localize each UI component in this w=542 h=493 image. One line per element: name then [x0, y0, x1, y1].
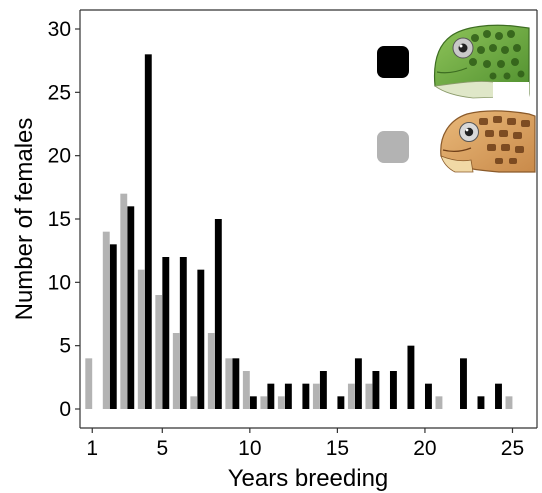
x-tick-label: 5 [156, 437, 168, 460]
x-axis-label: Years breeding [228, 465, 389, 492]
loggerhead-turtle-head-icon [440, 110, 536, 173]
bar-series-1-x-14 [312, 383, 320, 409]
bar-series-0-x-22 [460, 358, 467, 409]
y-ticks: 0 5 10 15 20 25 30 [48, 18, 80, 421]
bar-series-1-x-16 [347, 383, 355, 409]
bar-series-0-x-20 [424, 383, 432, 409]
bar-series-1-x-11 [260, 396, 268, 409]
bar-series-0-x-8 [214, 219, 222, 409]
legend [377, 24, 536, 173]
bar-series-0-x-15 [337, 396, 345, 409]
bar-series-1-x-8 [207, 333, 215, 409]
bar-series-1-x-25 [505, 396, 513, 409]
x-tick-label: 1 [86, 437, 98, 460]
bar-series-0-x-7 [197, 269, 205, 409]
bar-series-0-x-18 [389, 371, 397, 409]
bar-series-1-x-9 [225, 358, 233, 409]
x-tick-label: 10 [238, 437, 261, 460]
bar-series-1-x-7 [190, 396, 198, 409]
y-tick-label: 10 [48, 271, 71, 294]
bar-series-1-x-3 [120, 193, 128, 409]
bar-series-0-x-13 [302, 383, 310, 409]
bar-series-1-x-5 [155, 295, 163, 409]
bar-series-0-x-3 [127, 206, 135, 409]
y-tick-label: 15 [48, 208, 71, 231]
bar-series-0-x-24 [495, 383, 502, 409]
bar-series-1-x-10 [242, 371, 250, 409]
bar-series-0-x-17 [372, 371, 380, 409]
bar-series-0-x-10 [249, 396, 257, 409]
legend-swatch-grey [377, 131, 409, 163]
bar-series-0-x-9 [232, 358, 240, 409]
y-axis-label: Number of females [11, 118, 38, 321]
y-tick-label: 0 [59, 398, 71, 421]
bar-series-1-x-4 [137, 269, 145, 409]
x-ticks: 1 5 10 15 20 25 [86, 428, 524, 460]
green-turtle-head-icon [433, 24, 530, 99]
bar-series-1-x-2 [102, 231, 110, 409]
x-tick-label: 15 [326, 437, 349, 460]
legend-swatch-black [377, 46, 409, 78]
bar-series-0-x-5 [162, 257, 170, 409]
bar-series-1-x-6 [172, 333, 180, 409]
bar-series-0-x-23 [477, 396, 485, 409]
y-tick-label: 30 [48, 18, 71, 41]
y-tick-label: 20 [48, 145, 71, 168]
y-tick-label: 5 [59, 335, 71, 358]
bar-series-1-x-1 [85, 358, 93, 409]
y-tick-label: 25 [48, 81, 71, 104]
bar-series-0-x-11 [267, 383, 275, 409]
bar-series-0-x-14 [319, 371, 327, 409]
bar-series-0-x-12 [284, 383, 292, 409]
x-tick-label: 20 [413, 437, 436, 460]
bar-series-0-x-4 [144, 54, 152, 409]
bar-series-0-x-2 [109, 244, 117, 409]
bar-series-0-x-19 [407, 345, 415, 409]
bars-layer [85, 54, 513, 409]
x-tick-label: 25 [501, 437, 524, 460]
bar-series-1-x-12 [277, 396, 285, 409]
bar-series-1-x-21 [435, 396, 443, 409]
bar-series-0-x-6 [179, 257, 187, 409]
bar-series-0-x-16 [354, 358, 362, 409]
bar-series-1-x-17 [365, 383, 373, 409]
